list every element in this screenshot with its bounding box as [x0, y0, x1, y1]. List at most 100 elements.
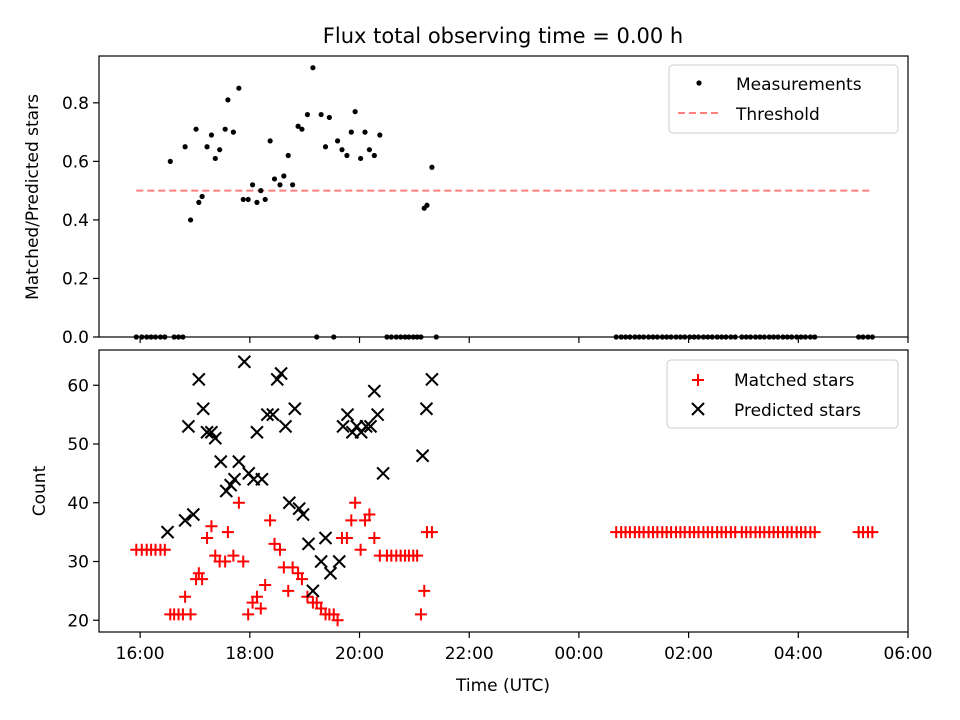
matched-star-point — [349, 496, 362, 509]
measurement-point — [254, 199, 260, 205]
measurement-point — [240, 196, 246, 203]
matched-star-point — [354, 543, 367, 556]
top-y-tick-label: 0.6 — [62, 152, 89, 172]
bottom-legend: Matched stars Predicted stars — [666, 359, 899, 429]
matched-star-point — [179, 590, 192, 603]
matched-star-point — [184, 608, 197, 621]
measurement-point — [299, 126, 305, 132]
measurement-point — [322, 144, 329, 150]
predicted-star-point — [250, 425, 264, 439]
matched-star-point — [201, 532, 214, 544]
matched-star-point — [425, 526, 438, 539]
predicted-star-point — [186, 507, 201, 522]
matched-star-point — [232, 496, 245, 509]
matched-star-point — [340, 532, 353, 544]
predicted-star-point — [306, 584, 320, 598]
predicted-star-point — [332, 554, 346, 569]
measurement-point — [208, 132, 215, 138]
predicted-star-point — [192, 372, 206, 387]
x-tick-label: 20:00 — [335, 644, 384, 664]
measurement-point — [295, 123, 301, 129]
measurement-point — [204, 144, 210, 150]
x-tick-label: 18:00 — [225, 644, 274, 664]
bottom-x-ticks: 16:00 18:00 20:00 22:00 00:00 02:00 04:00 06:00 — [116, 632, 933, 664]
predicted-star-point — [425, 372, 439, 387]
top-y-tick-label: 0.2 — [62, 269, 89, 289]
predicted-star-point — [255, 472, 269, 486]
bottom-y-tick-label: 20 — [67, 611, 89, 631]
measurement-point — [334, 138, 341, 144]
bottom-y-ticks: 20 30 40 50 60 — [67, 376, 99, 631]
chart-title: Flux total observing time = 0.00 h — [323, 24, 683, 48]
matched-star-point — [158, 543, 171, 556]
matched-star-point — [254, 602, 267, 615]
predicted-star-point — [376, 466, 390, 481]
measurement-point — [304, 111, 311, 118]
predicted-star-point — [419, 402, 434, 416]
top-axes-frame — [98, 55, 909, 338]
x-tick-label: 04:00 — [774, 644, 823, 664]
measurement-point — [230, 129, 236, 135]
predicted-star-point — [415, 449, 430, 463]
measurement-point — [285, 152, 291, 159]
predicted-star-point — [301, 537, 316, 551]
measurement-point — [281, 173, 287, 179]
predicted-star-point — [232, 454, 246, 469]
measurement-point — [348, 129, 354, 135]
predicted-star-point — [208, 431, 222, 445]
measurement-point — [277, 182, 283, 188]
matched-star-point — [345, 514, 358, 527]
measurement-point — [344, 152, 350, 159]
matched-star-point — [219, 555, 232, 568]
matched-star-points — [130, 496, 879, 627]
predicted-star-point — [292, 501, 306, 516]
measurement-point — [290, 182, 296, 188]
predicted-star-point — [181, 419, 196, 434]
measurement-point — [196, 199, 202, 205]
predicted-star-point — [323, 566, 338, 580]
predicted-star-point — [196, 402, 210, 416]
matched-star-point — [282, 584, 295, 597]
bottom-axes-frame — [98, 349, 909, 633]
bottom-y-tick-label: 50 — [67, 435, 89, 455]
bottom-panel: 20 30 40 50 60 16:00 18:00 20:00 22:00 00:00 02:0… — [30, 349, 933, 696]
measurement-point — [362, 129, 368, 135]
predicted-star-point — [260, 407, 275, 422]
matched-star-point — [363, 508, 376, 521]
measurement-point — [424, 202, 430, 208]
top-y-axis-label: Matched/Predicted stars — [23, 94, 43, 300]
predicted-star-point — [318, 531, 333, 545]
predicted-star-point — [363, 419, 378, 434]
x-tick-label: 02:00 — [664, 644, 713, 664]
predicted-star-point — [336, 419, 350, 434]
legend-matched-marker — [692, 374, 704, 386]
matched-star-point — [264, 514, 277, 527]
measurement-point — [310, 65, 316, 71]
top-y-tick-label: 0.8 — [62, 94, 89, 114]
bottom-y-tick-label: 60 — [67, 376, 89, 396]
predicted-star-point — [223, 478, 238, 492]
legend-measurements-marker — [696, 80, 702, 86]
predicted-star-point — [278, 419, 293, 434]
matched-star-point — [196, 573, 209, 586]
predicted-star-point — [178, 513, 192, 528]
matched-star-point — [205, 520, 218, 533]
measurement-point — [326, 114, 332, 121]
matched-star-point — [295, 573, 308, 586]
measurement-point — [352, 109, 358, 115]
matched-star-point — [250, 590, 263, 603]
predicted-star-point — [314, 554, 328, 569]
predicted-star-point — [367, 384, 382, 398]
predicted-star-points — [160, 355, 439, 598]
predicted-star-point — [340, 407, 355, 422]
x-tick-label: 06:00 — [884, 644, 933, 664]
matched-star-point — [411, 549, 424, 562]
bottom-y-axis-label: Count — [30, 465, 50, 516]
measurement-point — [366, 147, 372, 153]
legend-predicted-marker — [691, 402, 705, 416]
measurement-point — [182, 144, 188, 150]
matched-star-point — [242, 608, 255, 621]
matched-star-point — [331, 614, 344, 627]
predicted-star-point — [200, 425, 214, 439]
measurement-point — [318, 111, 324, 118]
